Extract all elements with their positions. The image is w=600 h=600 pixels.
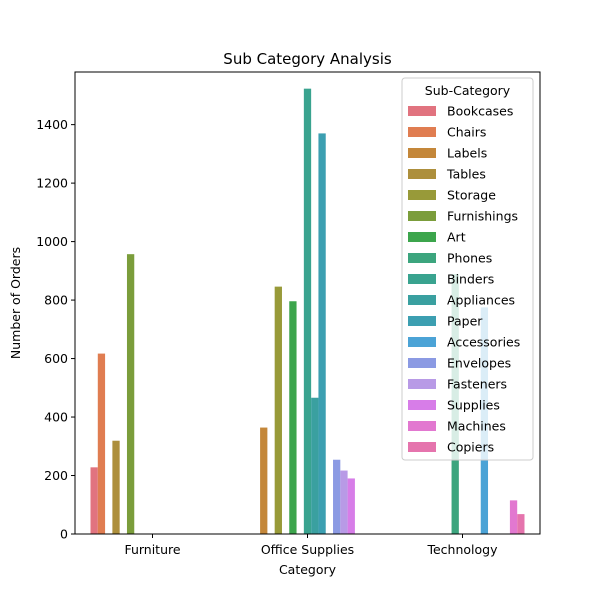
legend: Sub-Category Bookcases Chairs Labels Tables…	[401, 77, 534, 461]
y-tick-label: 1200	[36, 176, 68, 191]
legend-label: Supplies	[447, 398, 500, 413]
legend-swatch	[408, 337, 436, 347]
bar-storage-office-supplies	[274, 286, 282, 534]
bar-art-office-supplies	[289, 301, 297, 534]
legend-swatch	[408, 421, 436, 431]
y-tick-label: 0	[60, 527, 68, 542]
legend-swatch	[408, 253, 436, 263]
bar-machines-technology	[509, 500, 518, 534]
legend-swatch	[408, 169, 436, 179]
legend-swatch	[408, 379, 436, 389]
legend-label: Labels	[447, 146, 487, 161]
legend-label: Binders	[447, 272, 494, 287]
legend-swatch	[408, 358, 436, 368]
legend-label: Copiers	[447, 440, 494, 455]
y-tick-label: 400	[44, 410, 68, 425]
y-axis-label: Number of Orders	[8, 247, 23, 359]
y-tick-label: 1000	[36, 234, 68, 249]
legend-swatch	[408, 232, 436, 242]
y-axis: 0 200 400 600 800 1000 1200 1400	[36, 117, 75, 542]
bar-envelopes-office-supplies	[333, 459, 341, 534]
legend-label: Accessories	[447, 335, 520, 350]
bar-fasteners-office-supplies	[340, 470, 348, 534]
legend-title: Sub-Category	[425, 83, 511, 98]
legend-swatch	[408, 442, 436, 452]
x-tick-label: Office Supplies	[261, 542, 354, 557]
legend-label: Chairs	[447, 125, 486, 140]
legend-swatch	[408, 211, 436, 221]
legend-label: Fasteners	[447, 377, 507, 392]
bar-chairs-furniture	[97, 353, 106, 534]
legend-label: Phones	[447, 251, 492, 266]
legend-swatch	[408, 190, 436, 200]
legend-swatch	[408, 106, 436, 116]
x-axis-label: Category	[279, 562, 337, 577]
legend-swatch	[408, 127, 436, 137]
chart-title: Sub Category Analysis	[223, 50, 392, 68]
y-tick-label: 800	[44, 293, 68, 308]
y-tick-label: 200	[44, 468, 68, 483]
legend-swatch	[408, 295, 436, 305]
legend-items: Bookcases Chairs Labels Tables Storage Furnis…	[408, 104, 520, 455]
y-tick-label: 600	[44, 351, 68, 366]
bar-copiers-technology	[517, 514, 525, 534]
legend-label: Envelopes	[447, 356, 511, 371]
legend-swatch	[408, 316, 436, 326]
legend-swatch	[408, 274, 436, 284]
bar-paper-office-supplies	[318, 133, 326, 534]
y-tick-label: 1400	[36, 117, 68, 132]
legend-label: Machines	[447, 419, 506, 434]
x-axis: Furniture Office Supplies Technology	[124, 534, 498, 557]
bar-binders-office-supplies	[303, 88, 312, 535]
legend-label: Storage	[447, 188, 496, 203]
bar-bookcases-furniture	[90, 467, 98, 534]
x-tick-label: Furniture	[124, 542, 180, 557]
legend-label: Tables	[446, 167, 486, 182]
legend-swatch	[408, 400, 436, 410]
bar-appliances-office-supplies	[311, 397, 319, 534]
legend-label: Furnishings	[447, 209, 518, 224]
bar-labels-office-supplies	[260, 427, 268, 534]
legend-label: Bookcases	[447, 104, 513, 119]
legend-swatch	[408, 148, 436, 158]
bar-tables-furniture	[112, 440, 120, 534]
legend-label: Paper	[447, 314, 483, 329]
legend-label: Appliances	[447, 293, 515, 308]
bar-supplies-office-supplies	[347, 478, 355, 534]
x-tick-label: Technology	[426, 542, 498, 557]
bar-furnishings-furniture	[126, 254, 135, 535]
legend-label: Art	[447, 230, 466, 245]
